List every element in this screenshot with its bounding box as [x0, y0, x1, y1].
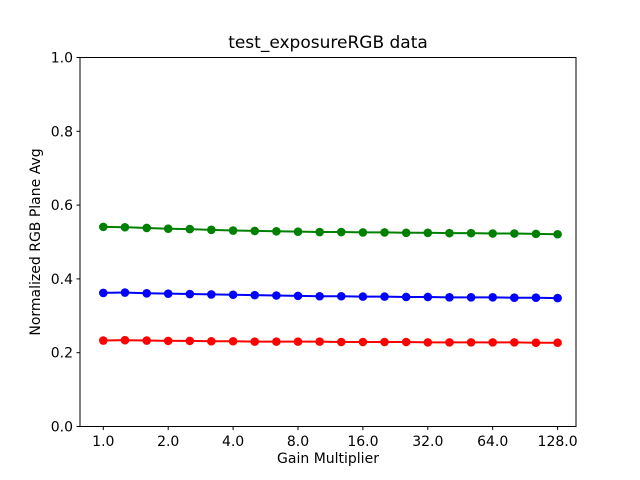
y-axis-label: Normalized RGB Plane Avg: [28, 148, 44, 336]
y-tick-label: 0.6: [51, 198, 73, 214]
x-tick-label: 2.0: [157, 434, 179, 450]
y-tick-label: 0.0: [51, 420, 73, 436]
y-tick-label: 0.2: [51, 346, 73, 362]
marker-green-plane: [358, 228, 368, 237]
marker-red-plane: [336, 337, 346, 347]
x-tick-label: 16.0: [347, 434, 378, 450]
x-tick-label: 8.0: [287, 434, 309, 450]
line-blue-plane: [103, 291, 558, 300]
marker-red-plane: [163, 336, 173, 346]
marker-red-plane: [401, 337, 411, 347]
marker-blue-plane: [315, 291, 324, 301]
x-tick-label: 64.0: [477, 434, 508, 450]
marker-red-plane: [250, 337, 260, 346]
marker-blue-plane: [380, 292, 389, 301]
marker-green-plane: [488, 229, 498, 238]
marker-green-plane: [531, 229, 541, 239]
marker-red-plane: [510, 338, 519, 347]
marker-blue-plane: [163, 289, 173, 298]
marker-blue-plane: [423, 292, 433, 302]
marker-blue-plane: [228, 290, 238, 300]
marker-red-plane: [488, 338, 498, 347]
x-tick-label: 128.0: [538, 434, 578, 450]
marker-blue-plane: [531, 293, 541, 303]
marker-green-plane: [553, 229, 562, 239]
marker-red-plane: [445, 338, 454, 347]
line-red-plane: [103, 339, 558, 344]
marker-blue-plane: [401, 292, 411, 302]
plot-border: [79, 57, 577, 427]
marker-blue-plane: [488, 293, 498, 302]
marker-green-plane: [207, 225, 216, 235]
y-tick-label: 0.4: [51, 272, 73, 288]
marker-blue-plane: [99, 288, 108, 298]
marker-green-plane: [163, 224, 173, 234]
marker-blue-plane: [553, 293, 562, 303]
marker-red-plane: [315, 337, 324, 346]
marker-green-plane: [336, 227, 346, 237]
marker-blue-plane: [358, 292, 368, 301]
marker-red-plane: [531, 338, 541, 348]
marker-red-plane: [423, 338, 433, 347]
chart-title: test_exposureRGB data: [228, 33, 428, 53]
marker-blue-plane: [336, 291, 346, 301]
marker-blue-plane: [250, 290, 260, 300]
marker-green-plane: [380, 228, 389, 237]
marker-green-plane: [185, 224, 195, 234]
marker-green-plane: [228, 226, 238, 235]
marker-blue-plane: [466, 293, 476, 302]
marker-green-plane: [99, 222, 108, 232]
marker-blue-plane: [185, 289, 195, 299]
marker-blue-plane: [293, 291, 303, 301]
marker-green-plane: [142, 223, 152, 233]
marker-red-plane: [207, 336, 216, 346]
marker-green-plane: [423, 228, 433, 238]
y-tick-label: 1.0: [51, 51, 73, 67]
marker-blue-plane: [120, 288, 130, 297]
marker-blue-plane: [445, 293, 454, 302]
line-green-plane: [103, 225, 558, 236]
x-tick-label: 32.0: [412, 434, 443, 450]
marker-green-plane: [401, 228, 411, 238]
x-axis-label: Gain Multiplier: [277, 451, 379, 467]
marker-red-plane: [272, 337, 281, 346]
marker-green-plane: [445, 228, 454, 238]
marker-blue-plane: [142, 288, 152, 298]
marker-red-plane: [466, 338, 476, 347]
marker-green-plane: [272, 226, 281, 236]
marker-red-plane: [553, 338, 562, 348]
marker-red-plane: [228, 336, 238, 346]
marker-blue-plane: [272, 291, 281, 300]
marker-red-plane: [185, 336, 195, 346]
marker-red-plane: [120, 335, 130, 345]
marker-green-plane: [120, 222, 130, 232]
marker-red-plane: [358, 337, 368, 347]
marker-blue-plane: [510, 293, 519, 303]
marker-green-plane: [315, 227, 324, 237]
x-tick-label: 1.0: [92, 434, 114, 450]
marker-green-plane: [250, 226, 260, 236]
x-tick-label: 4.0: [222, 434, 244, 450]
marker-red-plane: [293, 337, 303, 346]
marker-blue-plane: [207, 290, 216, 299]
marker-red-plane: [142, 336, 152, 345]
marker-green-plane: [293, 227, 303, 236]
marker-green-plane: [510, 229, 519, 238]
y-tick-label: 0.8: [51, 124, 73, 140]
marker-red-plane: [380, 337, 389, 347]
marker-red-plane: [99, 336, 108, 345]
marker-green-plane: [466, 228, 476, 238]
